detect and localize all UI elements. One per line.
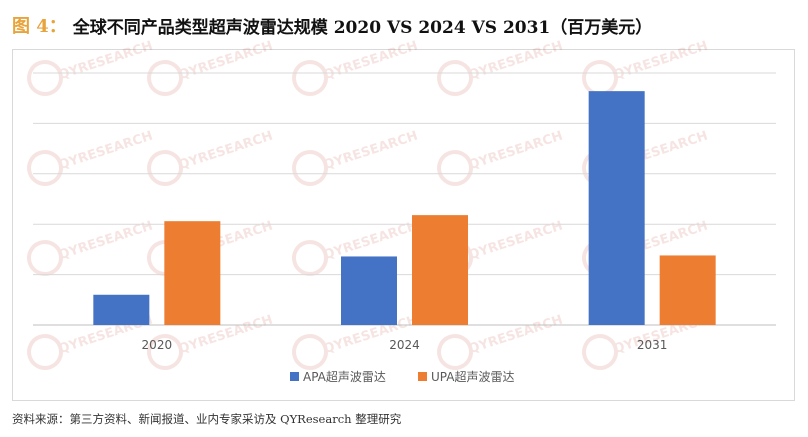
watermark-text: QYRESEARCH bbox=[57, 129, 155, 174]
watermark-text: QYRESEARCH bbox=[467, 39, 565, 84]
watermark-ring bbox=[292, 240, 328, 276]
bar-apa-2024 bbox=[341, 256, 397, 325]
watermark-logo: QYRESEARCH bbox=[437, 129, 565, 186]
watermark-text: QYRESEARCH bbox=[57, 39, 155, 84]
bar-apa-2031 bbox=[588, 91, 645, 325]
watermark-text: QYRESEARCH bbox=[322, 129, 420, 174]
watermark-ring bbox=[292, 334, 328, 370]
watermark-ring bbox=[27, 150, 63, 186]
bar-upa-2031 bbox=[659, 255, 716, 325]
x-tick-label: 2031 bbox=[637, 338, 668, 352]
x-axis-ticks: 2020 2024 2031 bbox=[142, 338, 668, 352]
legend-label-apa: APA超声波雷达 bbox=[303, 369, 386, 384]
x-tick-label: 2024 bbox=[389, 338, 420, 352]
watermark-ring bbox=[27, 334, 63, 370]
watermark-text: QYRESEARCH bbox=[467, 313, 565, 358]
watermark-text: QYRESEARCH bbox=[467, 219, 565, 264]
watermark-logo: QYRESEARCH bbox=[27, 129, 155, 186]
legend-swatch-upa bbox=[418, 372, 427, 381]
chart-frame bbox=[12, 49, 795, 401]
legend: APA超声波雷达 UPA超声波雷达 bbox=[290, 369, 514, 384]
figure-label: 图 4： bbox=[12, 16, 67, 37]
watermark-ring bbox=[437, 150, 473, 186]
watermark-ring bbox=[292, 150, 328, 186]
figure-title: 全球不同产品类型超声波雷达规模 2020 VS 2024 VS 2031（百万美… bbox=[72, 17, 653, 38]
watermark-logo: QYRESEARCH bbox=[147, 39, 275, 96]
source-note: 资料来源：第三方资料、新闻报道、业内专家采访及 QYResearch 整理研究 bbox=[12, 412, 402, 426]
legend-label-upa: UPA超声波雷达 bbox=[431, 369, 514, 384]
figure-title-row: 图 4： 全球不同产品类型超声波雷达规模 2020 VS 2024 VS 203… bbox=[12, 10, 652, 40]
watermark-logo: QYRESEARCH bbox=[147, 129, 275, 186]
watermark-logo: QYRESEARCH bbox=[292, 39, 420, 96]
watermark-ring bbox=[147, 334, 183, 370]
watermark-text: QYRESEARCH bbox=[57, 219, 155, 264]
watermark-logo: QYRESEARCH bbox=[27, 39, 155, 96]
bar-apa-2020 bbox=[93, 294, 150, 325]
watermark-text: QYRESEARCH bbox=[177, 39, 275, 84]
bar-upa-2024 bbox=[412, 215, 468, 325]
legend-swatch-apa bbox=[290, 372, 299, 381]
watermark-text: QYRESEARCH bbox=[467, 129, 565, 174]
watermark-logo: QYRESEARCH bbox=[582, 39, 710, 96]
gridlines bbox=[33, 72, 776, 326]
x-tick-label: 2020 bbox=[142, 338, 173, 352]
watermark-ring bbox=[27, 240, 63, 276]
bar-layer bbox=[93, 91, 716, 325]
watermark-text: QYRESEARCH bbox=[177, 129, 275, 174]
watermark-logo: QYRESEARCH bbox=[27, 219, 155, 276]
watermark-text: QYRESEARCH bbox=[612, 39, 710, 84]
watermark-ring bbox=[437, 334, 473, 370]
watermark-ring bbox=[147, 150, 183, 186]
watermark-ring bbox=[582, 334, 618, 370]
watermark-logo: QYRESEARCH bbox=[292, 129, 420, 186]
bar-upa-2020 bbox=[164, 221, 221, 325]
watermark-text: QYRESEARCH bbox=[322, 39, 420, 84]
watermark-logo: QYRESEARCH bbox=[437, 39, 565, 96]
